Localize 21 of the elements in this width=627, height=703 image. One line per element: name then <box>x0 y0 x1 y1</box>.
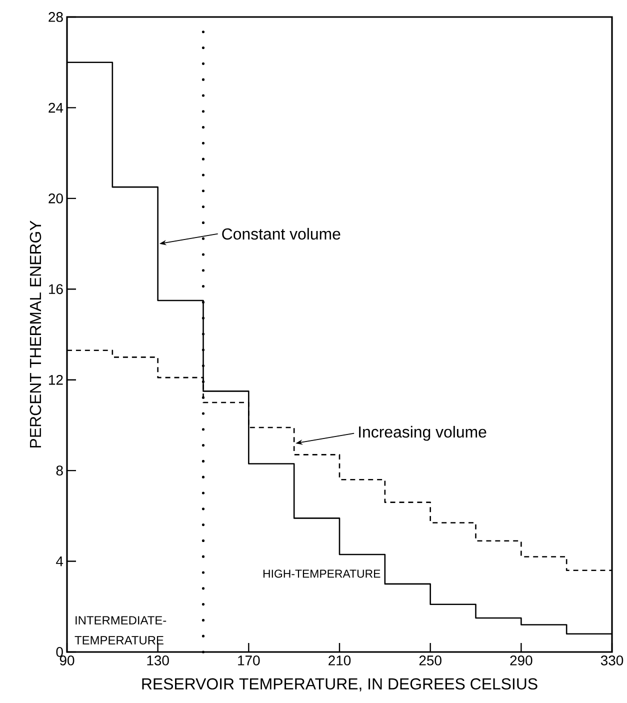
y-tick-label: 12 <box>49 374 63 385</box>
annotation: Constant volume <box>222 228 340 240</box>
x-tick-label: 90 <box>60 656 74 666</box>
annotation: INTERMEDIATE-TEMPERATURE <box>74 616 166 644</box>
y-tick-label: 0 <box>56 647 63 657</box>
annotation: HIGH-TEMPERATURE <box>263 570 380 578</box>
y-axis-title: PERCENT THERMAL ENERGY <box>30 220 42 448</box>
y-tick-label: 28 <box>48 12 63 22</box>
y-tick-label: 16 <box>49 284 63 294</box>
x-tick-label: 170 <box>238 656 260 666</box>
y-tick-label: 8 <box>56 466 63 476</box>
x-tick-label: 290 <box>510 656 532 666</box>
x-tick-label: 130 <box>147 656 169 666</box>
x-tick-label: 210 <box>328 656 351 666</box>
y-tick-label: 4 <box>56 556 64 566</box>
x-tick-label: 250 <box>419 656 442 666</box>
y-tick-label: 20 <box>48 193 63 204</box>
annotation: Increasing volume <box>359 426 486 441</box>
x-tick-label: 330 <box>600 656 624 666</box>
y-tick-label: 24 <box>48 102 64 113</box>
x-axis-title: RESERVOIR TEMPERATURE, IN DEGREES CELSIUS <box>142 678 538 692</box>
